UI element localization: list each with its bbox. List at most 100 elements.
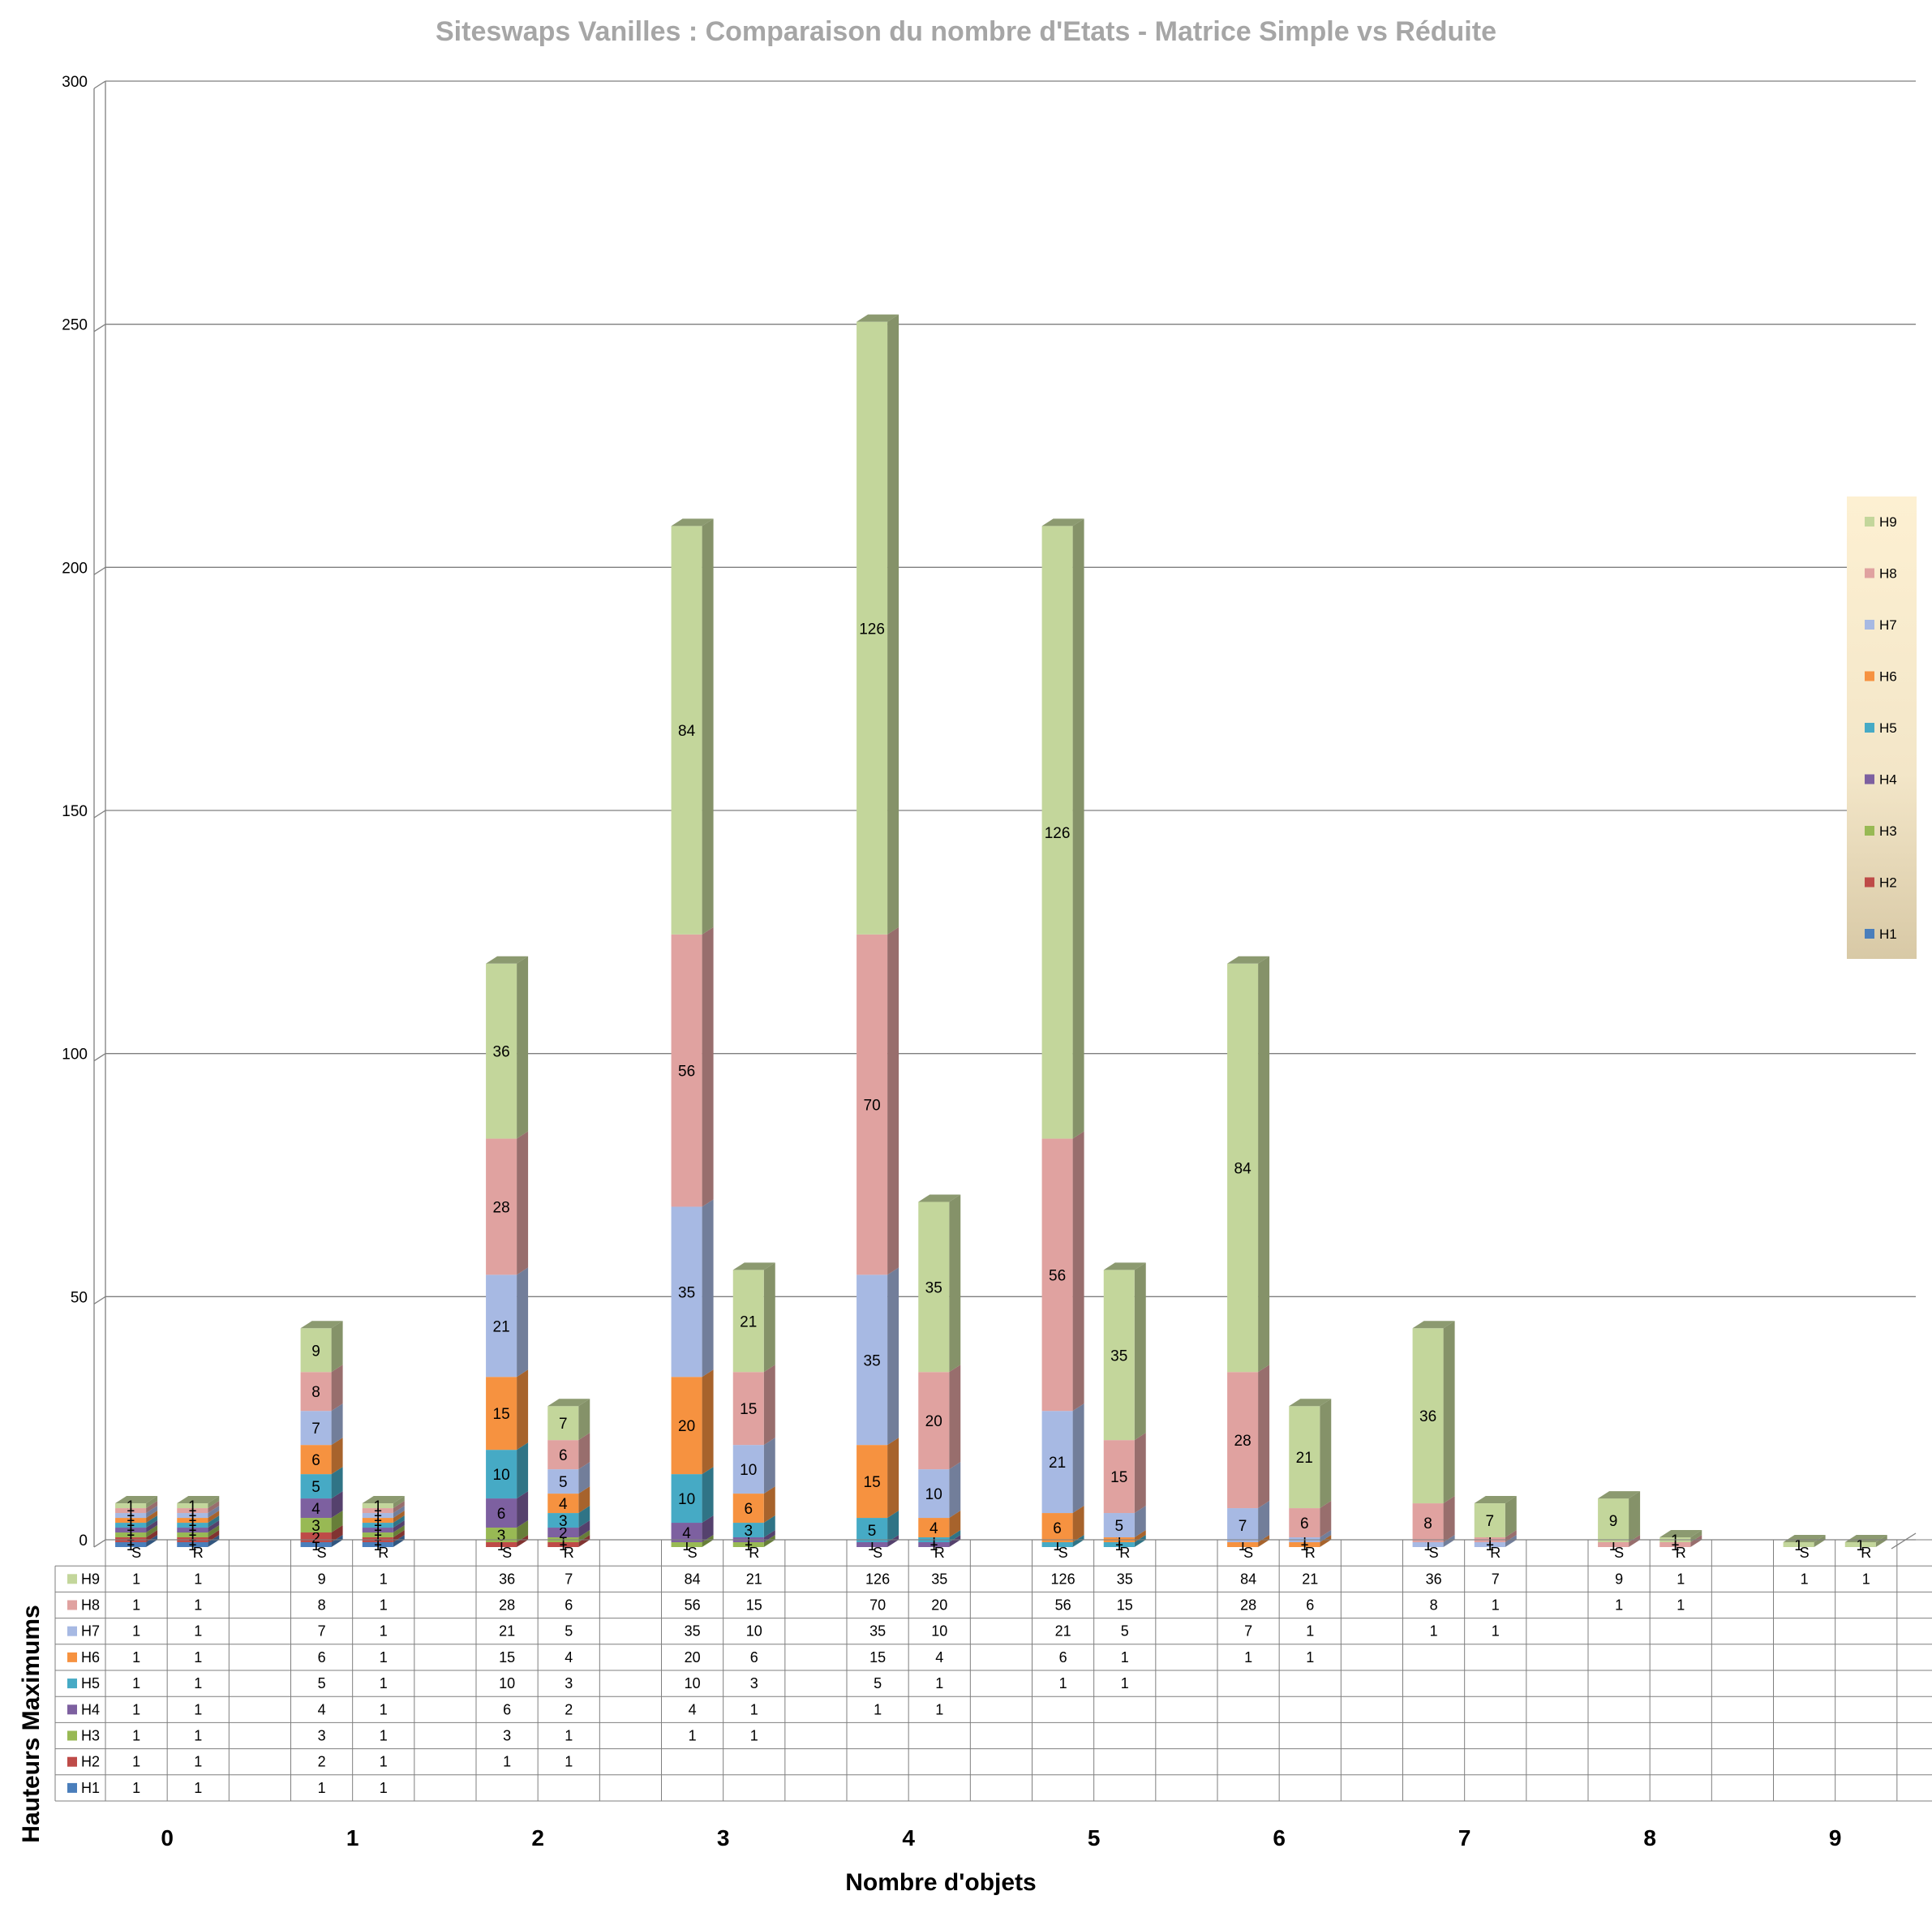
table-cell: 4 — [689, 1701, 697, 1717]
table-header-cell: R — [1676, 1545, 1686, 1561]
legend-swatch — [1865, 929, 1874, 939]
bar-segment-h7-r-3: 10 — [732, 1438, 775, 1494]
table-cell: 9 — [318, 1571, 326, 1587]
data-label: 8 — [311, 1384, 320, 1401]
table-legend-key — [67, 1626, 77, 1636]
data-label: 84 — [678, 723, 696, 740]
table-cell: 1 — [1306, 1623, 1314, 1640]
bar-segment-h9-r-6: 21 — [1289, 1399, 1332, 1509]
data-label: 1 — [188, 1532, 197, 1550]
table-cell: 6 — [318, 1649, 326, 1666]
bar-segment-h7-s-5: 21 — [1041, 1403, 1084, 1514]
x-category-label: 6 — [1273, 1825, 1286, 1850]
bar-top — [1103, 1262, 1146, 1270]
table-header-cell: S — [502, 1545, 512, 1561]
bar-front — [547, 1469, 579, 1494]
bar-front — [115, 1532, 147, 1538]
data-label: 15 — [1110, 1469, 1127, 1486]
bar-side — [146, 1525, 158, 1538]
bar-side — [393, 1520, 405, 1533]
table-cell: 1 — [132, 1754, 140, 1770]
bar-segment-h6-s-1: 6 — [300, 1438, 343, 1475]
bar-front — [362, 1532, 393, 1538]
bar-side — [887, 1535, 899, 1547]
bar-segment-h3-r-0: 1 — [177, 1525, 220, 1545]
bar-front — [486, 1138, 517, 1275]
bar-front — [547, 1494, 579, 1514]
bar-front — [732, 1445, 764, 1494]
table-cell: 5 — [1121, 1623, 1129, 1640]
table-cell: 1 — [132, 1728, 140, 1744]
bar-segment-h1-s-0: 1 — [115, 1535, 158, 1554]
bar-side — [208, 1535, 220, 1547]
table-header-cell: S — [131, 1545, 141, 1561]
bar-side — [702, 1515, 714, 1543]
table-cell: 84 — [685, 1571, 701, 1587]
bar-segment-h5-r-5: 1 — [1103, 1535, 1146, 1554]
bar-side — [578, 1506, 590, 1528]
bar-side — [763, 1515, 775, 1538]
data-label: 1 — [1300, 1537, 1309, 1554]
bar-front — [486, 1274, 517, 1378]
table-cell: 5 — [565, 1623, 573, 1640]
bar-top — [1659, 1530, 1702, 1538]
data-label: 7 — [559, 1416, 568, 1433]
bar-segment-h4-s-3: 4 — [671, 1515, 714, 1543]
table-header-cell: S — [1800, 1545, 1810, 1561]
bar-front — [486, 1377, 517, 1451]
table-cell: 1 — [1492, 1597, 1500, 1614]
bar-side — [702, 926, 714, 1207]
table-cell: 1 — [1306, 1649, 1314, 1666]
bar-front — [486, 1528, 517, 1543]
data-label: 1 — [127, 1508, 135, 1525]
bar-segment-h1-s-1: 1 — [300, 1535, 343, 1554]
table-cell: 21 — [1302, 1571, 1318, 1587]
data-table: S R S R S R S R S R S R S R S R S R S RH9 1 1 9 1 36 7 84 21 126 35 12… — [54, 1539, 1932, 1802]
bar-side — [331, 1438, 343, 1475]
bar-segment-h8-s-1: 8 — [300, 1365, 343, 1412]
table-header-cell: R — [1861, 1545, 1871, 1561]
bar-side — [578, 1530, 590, 1543]
bar-front — [115, 1518, 147, 1524]
table-cell: 3 — [565, 1675, 573, 1691]
bar-side — [1134, 1530, 1146, 1543]
legend-swatch — [1865, 877, 1874, 888]
bar-segment-h8-r-8: 1 — [1659, 1535, 1702, 1554]
data-label: 70 — [864, 1098, 881, 1115]
bar-side — [146, 1496, 158, 1509]
bar-front — [671, 526, 702, 935]
data-label: 1 — [373, 1537, 382, 1554]
bar-segment-h4-s-0: 1 — [115, 1520, 158, 1540]
bar-segment-h9-r-7: 7 — [1474, 1496, 1517, 1538]
bar-segment-h7-r-1: 1 — [362, 1506, 405, 1525]
bar-side — [393, 1535, 405, 1547]
table-cell: 1 — [132, 1701, 140, 1717]
legend-item-h7: H7 — [1865, 617, 1897, 633]
table-cell: 56 — [1055, 1597, 1071, 1614]
bar-segment-h9-s-5: 126 — [1041, 518, 1084, 1139]
table-header-cell: S — [1429, 1545, 1439, 1561]
bar-segment-h9-s-8: 9 — [1598, 1491, 1641, 1543]
table-cell: 1 — [1121, 1675, 1129, 1691]
table-row-label: H6 — [81, 1649, 100, 1666]
bar-segment-h4-s-1: 4 — [300, 1491, 343, 1518]
table-legend-key — [67, 1652, 77, 1662]
bar-side — [1072, 1403, 1084, 1514]
bar-front — [1412, 1503, 1444, 1543]
bar-side — [887, 1438, 899, 1519]
bar-front — [671, 934, 702, 1207]
table-header-cell: S — [873, 1545, 882, 1561]
bar-top — [115, 1496, 158, 1504]
data-label: 15 — [493, 1406, 510, 1423]
data-label: 1 — [373, 1528, 382, 1545]
bar-segment-h5-s-4: 5 — [857, 1511, 899, 1543]
bar-segment-h5-s-3: 10 — [671, 1467, 714, 1524]
bar-segment-h6-r-6: 1 — [1289, 1535, 1332, 1554]
table-cell: 1 — [874, 1701, 882, 1717]
data-label: 1 — [559, 1532, 568, 1550]
y-tick-label: 150 — [62, 803, 88, 820]
bar-side — [763, 1486, 775, 1524]
data-label: 1 — [373, 1523, 382, 1540]
bar-segment-h8-s-2: 28 — [486, 1131, 529, 1275]
